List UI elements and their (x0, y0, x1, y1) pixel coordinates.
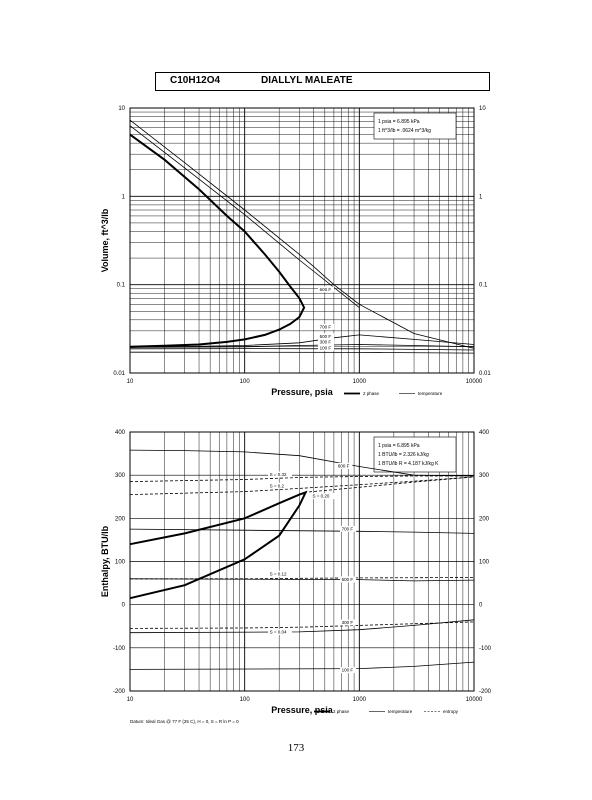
chart2-curve-label-bg (340, 576, 357, 583)
chart1-curve-label-bg (318, 344, 335, 351)
chart1-curve-label-bg (318, 333, 335, 340)
chart2-y-tick-label-right: 0 (479, 603, 483, 609)
chart2-curve-label: 700 F (342, 526, 354, 531)
chart1-y-tick-label-right: 0.01 (479, 371, 491, 377)
chart2-y-tick-label-right: -200 (479, 689, 492, 695)
chart2-curve-label-bg (336, 462, 353, 469)
chart2-series-line (304, 476, 475, 493)
chart2-x-tick-label: 1000 (353, 697, 367, 703)
page-number: 173 (287, 742, 305, 754)
chart1-y-tick-label-right: 10 (479, 106, 486, 112)
chart2-y-tick-label-right: 100 (479, 560, 490, 566)
chart2-y-tick-label-right: -100 (479, 646, 492, 652)
chart1-y-tick-label-right: 0.1 (479, 283, 488, 289)
chart1-curve-label: 300 F (320, 340, 332, 345)
chart2-curve-label-bg (268, 629, 292, 636)
chart2-series-line (129, 476, 475, 495)
chart2-series-line (129, 619, 475, 634)
chart2-conversion-note-line: 1 psia = 6.895 kPa (378, 443, 420, 449)
chart1-x-axis-label: Pressure, psia (271, 387, 334, 397)
chart1-plot-frame (129, 107, 475, 374)
chart1-series-line (129, 119, 475, 349)
chart1-x-tick-label: 100 (240, 379, 251, 385)
chart1-curve-label: 600 F (320, 287, 332, 292)
chart2-curve-label-bg (268, 570, 292, 577)
chart2-series-line (129, 475, 474, 482)
chart2-curve-label-bg (340, 667, 357, 674)
chart1-curve-label-bg (318, 323, 335, 330)
chart2-y-tick-label-right: 200 (479, 516, 490, 522)
chart2-legend-label: 2 phase (333, 709, 350, 714)
chart2-series-line (129, 578, 475, 582)
chart1-legend-label: 2 phase (363, 391, 380, 396)
chart1-curve-label: 500 F (320, 334, 332, 339)
chart2-y-tick-label-left: -100 (113, 646, 126, 652)
chart2-curve-label: 600 F (338, 463, 350, 468)
chart2-conversion-note-box (373, 436, 457, 473)
chart2-series-line (130, 577, 475, 580)
chart2-legend-label: entropy (443, 709, 459, 714)
chart1-y-tick-label-left: 0.01 (113, 371, 125, 377)
chart2-series-line (129, 661, 475, 670)
chart1-conversion-note-box (373, 112, 457, 140)
chart2-legend-label: temperature (388, 709, 413, 714)
chart1-series-line (129, 348, 475, 351)
chart2-x-tick-label: 100 (240, 697, 251, 703)
chart2-conversion-note-line: 1 BTU/lb = 2.326 kJ/kg (378, 452, 429, 458)
chart2-curve-label: S = 0.04 (270, 630, 287, 635)
chart2-curve-label-bg (340, 525, 357, 532)
chart1-y-tick-label-right: 1 (479, 194, 483, 200)
chart1-x-tick-label: 10 (127, 379, 134, 385)
chart1-x-tick-label: 10000 (466, 379, 483, 385)
chart1-conversion-note-line: 1 ft^3/lb = .0624 m^3/kg (378, 128, 431, 134)
chart2-y-tick-label-left: 300 (115, 473, 126, 479)
chart2-y-tick-label-right: 300 (479, 473, 490, 479)
chart-title-box: C10H12O4 DIALLYL MALEATE (155, 72, 490, 91)
chart2-curve-label: S = 0.2 (270, 483, 285, 488)
chart1-legend-label: temperature (418, 391, 443, 396)
chart2-y-tick-label-left: 200 (115, 516, 126, 522)
chart2-curve-label-bg (310, 493, 335, 500)
chart2-plot-frame (129, 431, 475, 692)
chart2-x-tick-label: 10000 (466, 697, 483, 703)
chart2-curve-label-bg (268, 482, 290, 489)
chart2-y-tick-label-left: -200 (113, 689, 126, 695)
chart1-y-tick-label-left: 1 (122, 194, 126, 200)
chart2-curve-label: 500 F (342, 577, 354, 582)
chart2-curve-label: 300 F (342, 620, 354, 625)
chart2-series-line (129, 621, 475, 629)
chart2-y-tick-label-left: 0 (122, 603, 126, 609)
chart2-curve-label-bg (268, 471, 292, 478)
chart1-series-line (129, 133, 306, 348)
chart2-x-axis-label: Pressure, psia (271, 705, 334, 715)
chart2-y-axis-label: Enthalpy, BTU/lb (100, 525, 110, 597)
chart2-curve-label: S = 0.20 (312, 494, 329, 499)
chart2-curve-label: S = 0.12 (270, 571, 287, 576)
chart2-y-tick-label-right: 400 (479, 430, 490, 436)
chart1-series-line (130, 351, 475, 354)
chart1-curve-label-bg (318, 286, 335, 293)
chart1-curve-label: 100 F (320, 345, 332, 350)
chart1-curve-label: 700 F (320, 324, 332, 329)
chart1-curve-label-bg (318, 339, 335, 346)
compound-formula: C10H12O4 (170, 75, 221, 86)
chart2-series-line (129, 528, 475, 534)
chart2-y-tick-label-left: 400 (115, 430, 126, 436)
chart2-y-tick-label-left: 100 (115, 560, 126, 566)
chart2-curve-label: S = 0.32 (270, 472, 287, 477)
compound-name: DIALLYL MALEATE (261, 75, 353, 86)
chart1-x-tick-label: 1000 (353, 379, 367, 385)
chart2-series-line (129, 449, 475, 477)
chart1-series-line (129, 125, 360, 308)
chart2-footnote: Datum: Ideal Gas @ 77 F (25 C), H = 0, S… (130, 719, 239, 724)
chart2-curve-label-bg (340, 619, 357, 626)
chart1-y-axis-label: Volume, ft^3/lb (100, 208, 110, 272)
chart1-conversion-note-line: 1 psia = 6.895 kPa (378, 119, 420, 125)
chart1-y-tick-label-left: 10 (118, 106, 125, 112)
chart2-x-tick-label: 10 (127, 697, 134, 703)
chart1-y-tick-label-left: 0.1 (117, 283, 126, 289)
chart2-conversion-note-line: 1 BTU/lb R = 4.187 kJ/kg K (378, 461, 439, 467)
chart2-curve-label: 100 F (342, 668, 354, 673)
